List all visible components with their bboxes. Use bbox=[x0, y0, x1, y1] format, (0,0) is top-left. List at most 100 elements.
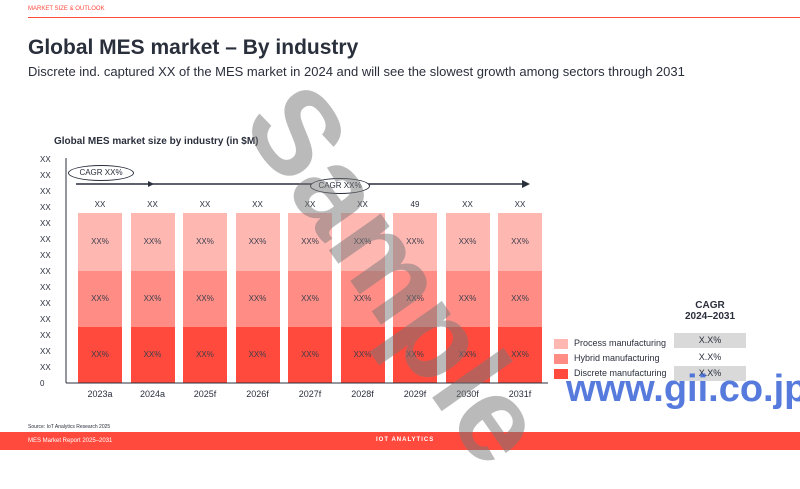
bar-segment bbox=[340, 213, 385, 271]
segment-label: XX% bbox=[353, 236, 372, 246]
cagr-annotation-2: CAGR XX% bbox=[310, 178, 370, 194]
cagr-title: CAGR bbox=[695, 300, 725, 311]
segment-label: XX% bbox=[91, 349, 109, 359]
company-logo: IOT ANALYTICS bbox=[376, 437, 435, 443]
bar-segment bbox=[288, 326, 332, 383]
cagr-process: X.X% bbox=[674, 333, 746, 348]
url-watermark: www.gii.co.jp bbox=[566, 368, 800, 410]
segment-label: XX% bbox=[406, 293, 424, 303]
y-tick-label: XX bbox=[40, 203, 51, 212]
segment-label: XX% bbox=[196, 236, 214, 246]
y-tick-label: XX bbox=[40, 187, 51, 196]
cagr-header: CAGR 2024–2031 bbox=[670, 300, 750, 322]
segment-label: XX% bbox=[458, 293, 477, 303]
y-tick-label: XX bbox=[40, 219, 51, 228]
total-label: XX bbox=[94, 200, 106, 209]
bar-segment bbox=[130, 270, 175, 327]
bar-segment bbox=[445, 326, 490, 383]
segment-label: XX% bbox=[301, 293, 319, 303]
segment-label: XX% bbox=[301, 349, 319, 359]
y-tick-label: XX bbox=[40, 331, 51, 340]
cagr-period: 2024–2031 bbox=[684, 311, 736, 322]
segment-label: XX% bbox=[143, 293, 162, 303]
bar-segment bbox=[340, 326, 385, 383]
bar-segment bbox=[340, 270, 385, 327]
segment-label: XX% bbox=[196, 293, 214, 303]
x-tick-label: 2025f bbox=[193, 389, 217, 399]
cagr-discrete: X.X% bbox=[674, 366, 746, 381]
bar-segment bbox=[235, 270, 280, 327]
segment-label: XX% bbox=[353, 293, 372, 303]
x-tick-label: 2026f bbox=[246, 389, 269, 399]
arrow-head-icon bbox=[148, 181, 154, 187]
x-tick-label: 2031f bbox=[508, 389, 532, 399]
x-tick-label: 2024a bbox=[139, 389, 166, 399]
bar-segment bbox=[183, 213, 227, 271]
legend-swatch bbox=[554, 338, 568, 349]
bar-segment bbox=[235, 326, 280, 383]
x-tick-label: 2023a bbox=[87, 389, 113, 399]
y-tick-label: XX bbox=[40, 283, 51, 292]
x-tick-label: 2028f bbox=[351, 389, 374, 399]
bar-segment bbox=[288, 213, 332, 271]
bar-segment bbox=[393, 213, 437, 271]
legend-label: Discrete manufacturing bbox=[574, 368, 667, 378]
y-tick-label: XX bbox=[40, 363, 51, 372]
segment-label: XX% bbox=[511, 236, 529, 246]
cagr-annotation-1: CAGR XX% bbox=[68, 165, 134, 181]
source-note: Source: IoT Analytics Research 2025 bbox=[28, 424, 111, 430]
legend-label: Hybrid manufacturing bbox=[574, 353, 660, 363]
bar-segment bbox=[78, 213, 122, 271]
segment-label: XX% bbox=[406, 236, 424, 246]
y-tick-label: XX bbox=[40, 251, 51, 260]
y-tick-label: XX bbox=[40, 155, 51, 164]
total-label: XX bbox=[147, 200, 158, 209]
segment-label: XX% bbox=[248, 349, 267, 359]
bar-segment bbox=[288, 270, 332, 327]
chart-title: Global MES market size by industry (in $… bbox=[54, 136, 259, 147]
total-label: XX bbox=[304, 200, 316, 209]
total-label: 49 bbox=[410, 200, 420, 209]
total-label: XX bbox=[199, 200, 211, 209]
bar-segment bbox=[183, 270, 227, 327]
total-label: XX bbox=[462, 200, 473, 209]
total-label: XX bbox=[252, 200, 263, 209]
y-tick-label: 0 bbox=[40, 379, 45, 388]
segment-label: XX% bbox=[248, 293, 267, 303]
bar-segment bbox=[445, 213, 490, 271]
segment-label: XX% bbox=[143, 349, 162, 359]
segment-label: XX% bbox=[458, 236, 477, 246]
y-tick-label: XX bbox=[40, 347, 51, 356]
page-subtitle: Discrete ind. captured XX of the MES mar… bbox=[28, 64, 685, 79]
bar-segment bbox=[393, 270, 437, 327]
legend-hybrid: Hybrid manufacturing bbox=[554, 353, 660, 364]
y-tick-label: XX bbox=[40, 235, 51, 244]
legend-swatch bbox=[554, 368, 568, 379]
arrow-head-icon bbox=[522, 180, 530, 188]
page-title: Global MES market – By industry bbox=[28, 36, 359, 59]
segment-label: XX% bbox=[196, 349, 214, 359]
bar-segment bbox=[78, 326, 122, 383]
segment-label: XX% bbox=[353, 349, 372, 359]
legend-process: Process manufacturing bbox=[554, 338, 666, 349]
x-tick-label: 2030f bbox=[456, 389, 479, 399]
x-tick-label: 2027f bbox=[298, 389, 322, 399]
total-label: XX bbox=[357, 200, 368, 209]
segment-label: XX% bbox=[143, 236, 162, 246]
bar-segment bbox=[78, 270, 122, 327]
segment-label: XX% bbox=[91, 236, 109, 246]
segment-label: XX% bbox=[91, 293, 109, 303]
legend-discrete: Discrete manufacturing bbox=[554, 368, 667, 379]
segment-label: XX% bbox=[511, 349, 529, 359]
header-divider bbox=[28, 17, 800, 18]
bar-segment bbox=[183, 326, 227, 383]
footer-bar bbox=[0, 432, 800, 450]
chart-axes bbox=[65, 158, 548, 384]
bar-segment bbox=[130, 326, 175, 383]
bar-segment bbox=[498, 270, 542, 327]
legend-swatch bbox=[554, 353, 568, 364]
bar-segment bbox=[445, 270, 490, 327]
bar-segment bbox=[498, 326, 542, 383]
segment-label: XX% bbox=[458, 349, 477, 359]
segment-label: XX% bbox=[406, 349, 424, 359]
